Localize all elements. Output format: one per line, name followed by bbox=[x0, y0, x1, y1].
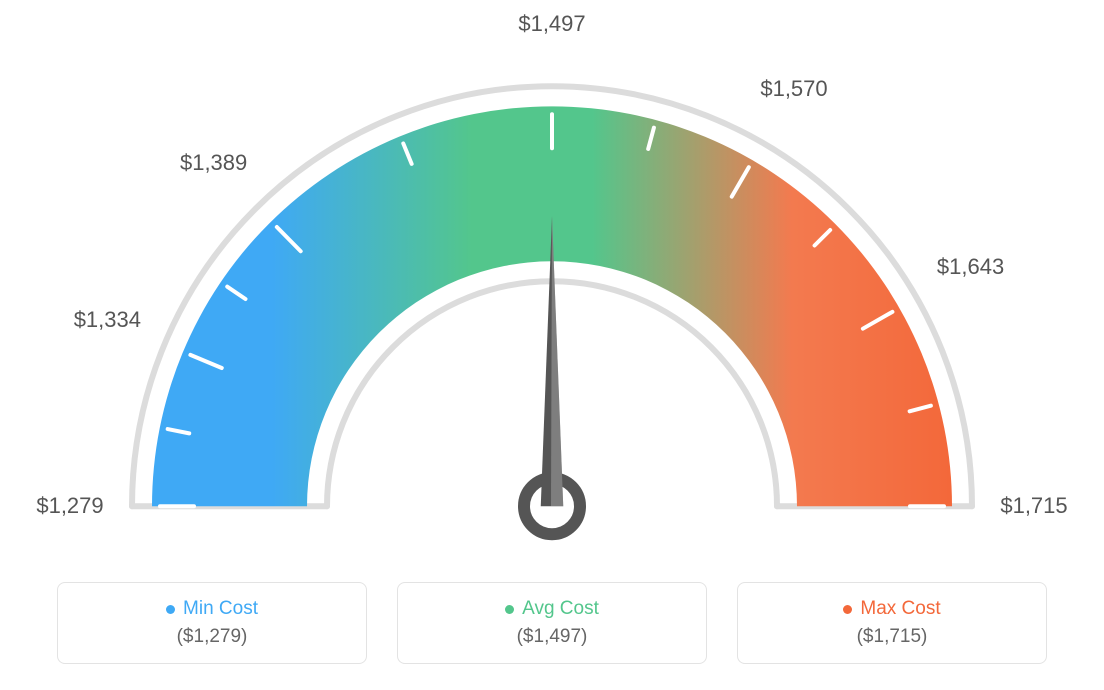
legend-dot-avg bbox=[505, 605, 514, 614]
legend-text-max: Max Cost bbox=[860, 598, 940, 620]
legend-value-min: ($1,279) bbox=[177, 626, 248, 648]
legend-label-max: Max Cost bbox=[843, 598, 940, 620]
legend-value-avg: ($1,497) bbox=[517, 626, 588, 648]
legend-value-max: ($1,715) bbox=[857, 626, 928, 648]
legend-label-min: Min Cost bbox=[166, 598, 258, 620]
gauge-area: $1,279$1,334$1,389$1,497$1,570$1,643$1,7… bbox=[0, 0, 1104, 560]
legend-label-avg: Avg Cost bbox=[505, 598, 599, 620]
legend-dot-min bbox=[166, 605, 175, 614]
chart-container: $1,279$1,334$1,389$1,497$1,570$1,643$1,7… bbox=[0, 0, 1104, 690]
legend-box-avg: Avg Cost ($1,497) bbox=[397, 582, 707, 664]
gauge-svg bbox=[0, 11, 1104, 571]
legend-text-min: Min Cost bbox=[183, 598, 258, 620]
legend-box-min: Min Cost ($1,279) bbox=[57, 582, 367, 664]
legend-box-max: Max Cost ($1,715) bbox=[737, 582, 1047, 664]
legend-row: Min Cost ($1,279) Avg Cost ($1,497) Max … bbox=[57, 582, 1047, 664]
legend-text-avg: Avg Cost bbox=[522, 598, 599, 620]
legend-dot-max bbox=[843, 605, 852, 614]
